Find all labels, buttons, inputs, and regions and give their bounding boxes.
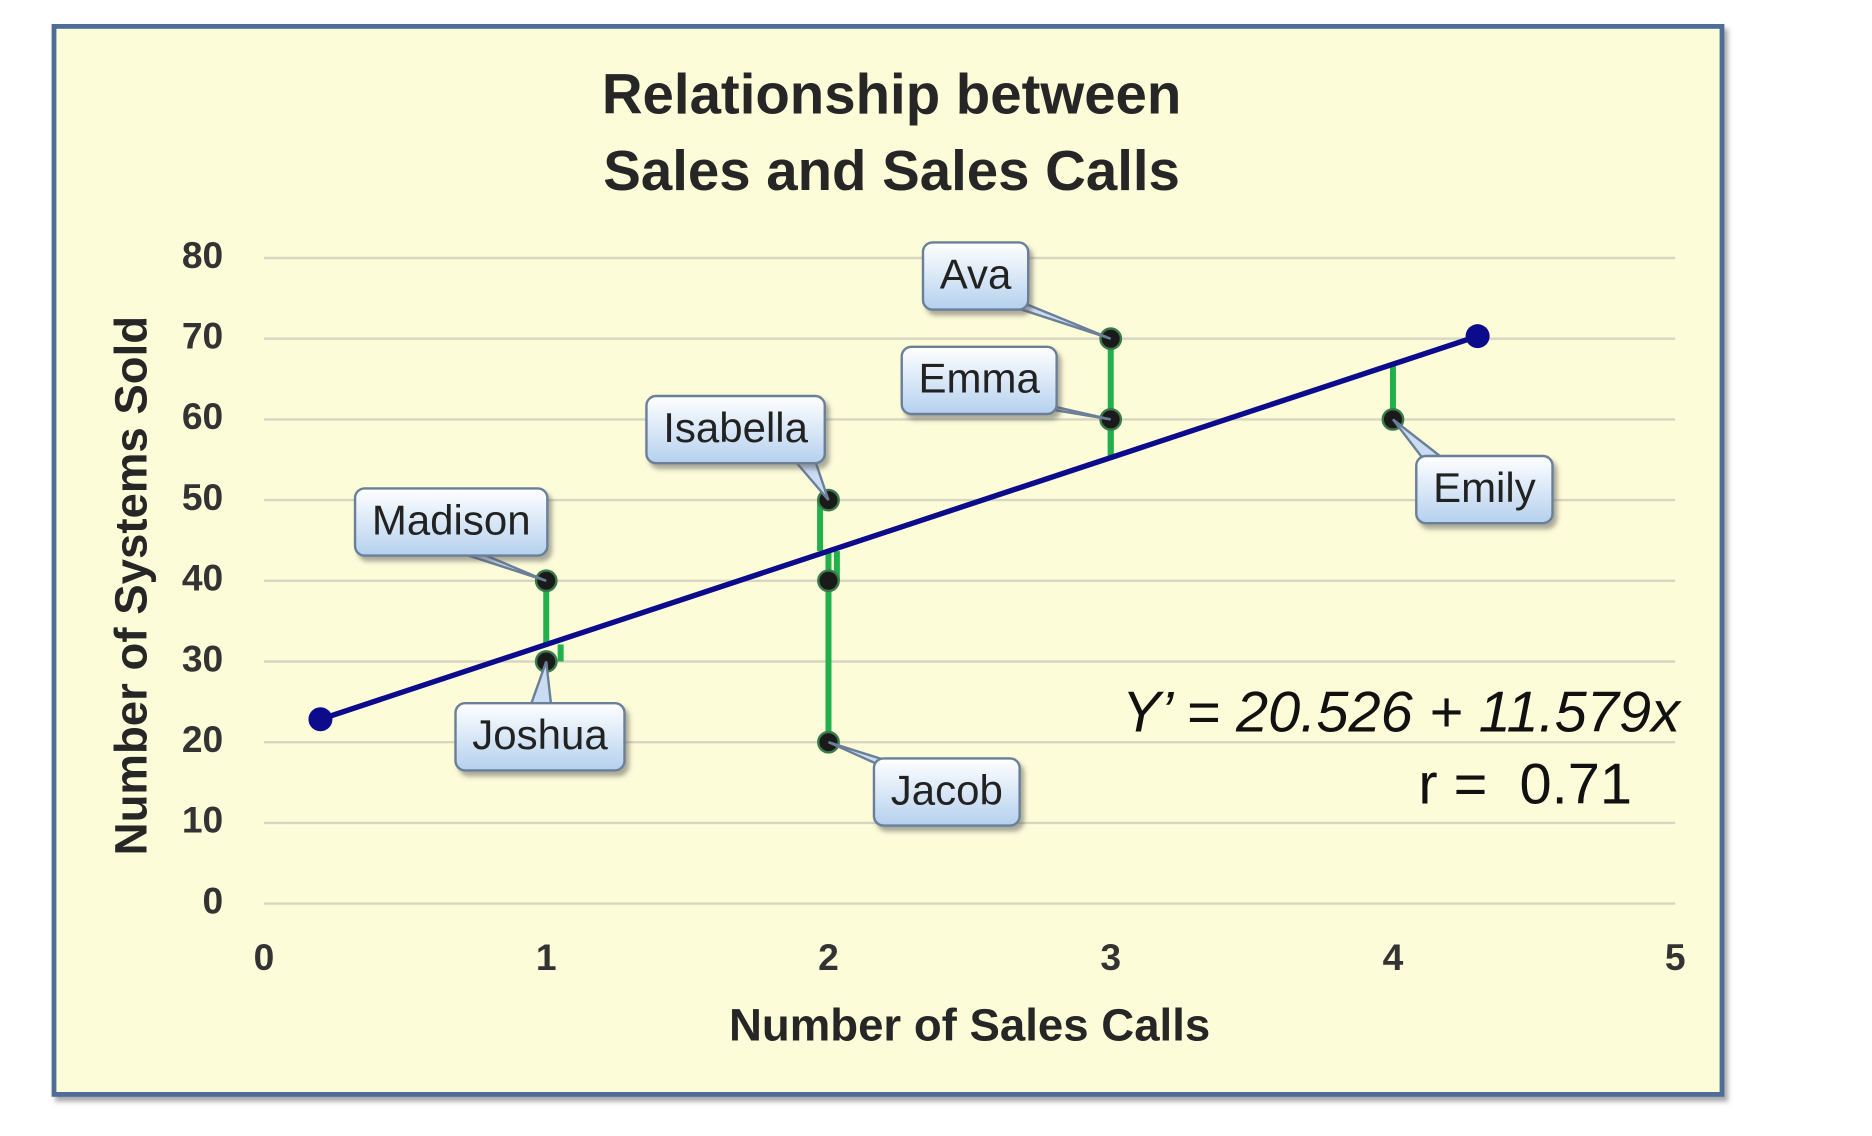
point-label: Jacob	[891, 766, 1003, 813]
point-label: Joshua	[472, 711, 608, 758]
callout: Jacob	[827, 741, 1021, 827]
callout-box	[645, 394, 826, 465]
point	[817, 569, 840, 593]
y-tick-label: 60	[182, 395, 223, 437]
frame	[51, 23, 1725, 1097]
y-axis-label: Number of Systems Sold	[105, 316, 156, 855]
equation: Y’ = 20.526 + 11.579x	[1122, 681, 1682, 745]
y-tick-label: 30	[182, 637, 223, 679]
callout-box	[900, 345, 1058, 416]
callout-box	[872, 757, 1021, 827]
callout: Madison	[353, 487, 549, 582]
x-axis-label: Number of Sales Calls	[729, 999, 1210, 1050]
point-label: Ava	[940, 250, 1012, 297]
point-label: Emily	[1433, 464, 1536, 511]
callout: Joshua	[454, 661, 626, 772]
x-tick-label: 2	[818, 936, 839, 978]
y-tick-label: 20	[182, 718, 223, 760]
callout: Isabella	[645, 394, 830, 501]
correlation: r = 0.71	[1418, 753, 1632, 817]
callout-box	[1415, 454, 1554, 525]
fit-line	[319, 333, 1479, 722]
callout-box	[454, 701, 626, 772]
x-tick-label: 5	[1665, 936, 1686, 978]
y-tick-label: 80	[182, 234, 223, 276]
callout: Ava	[921, 241, 1112, 340]
callout-box	[353, 487, 549, 557]
callout: Emma	[900, 345, 1111, 421]
callout: Emily	[1392, 418, 1554, 525]
y-tick-label: 70	[182, 315, 223, 357]
x-tick-label: 1	[536, 936, 557, 978]
y-tick-label: 10	[182, 799, 223, 841]
y-tick-label: 50	[182, 476, 223, 518]
x-tick-label: 4	[1383, 936, 1404, 978]
point-label: Emma	[919, 355, 1041, 402]
chart-title: Sales and Sales Calls	[603, 139, 1180, 202]
x-tick-label: 0	[254, 936, 275, 978]
fit-endpoint	[1465, 324, 1490, 349]
y-tick-label: 40	[182, 557, 223, 599]
callout-box	[921, 241, 1030, 311]
point-label: Madison	[372, 496, 531, 543]
x-tick-label: 3	[1100, 936, 1121, 978]
chart-title: Relationship between	[602, 62, 1182, 125]
fit-endpoint	[308, 707, 333, 732]
point-label: Isabella	[663, 404, 808, 451]
y-tick-label: 0	[203, 879, 224, 921]
